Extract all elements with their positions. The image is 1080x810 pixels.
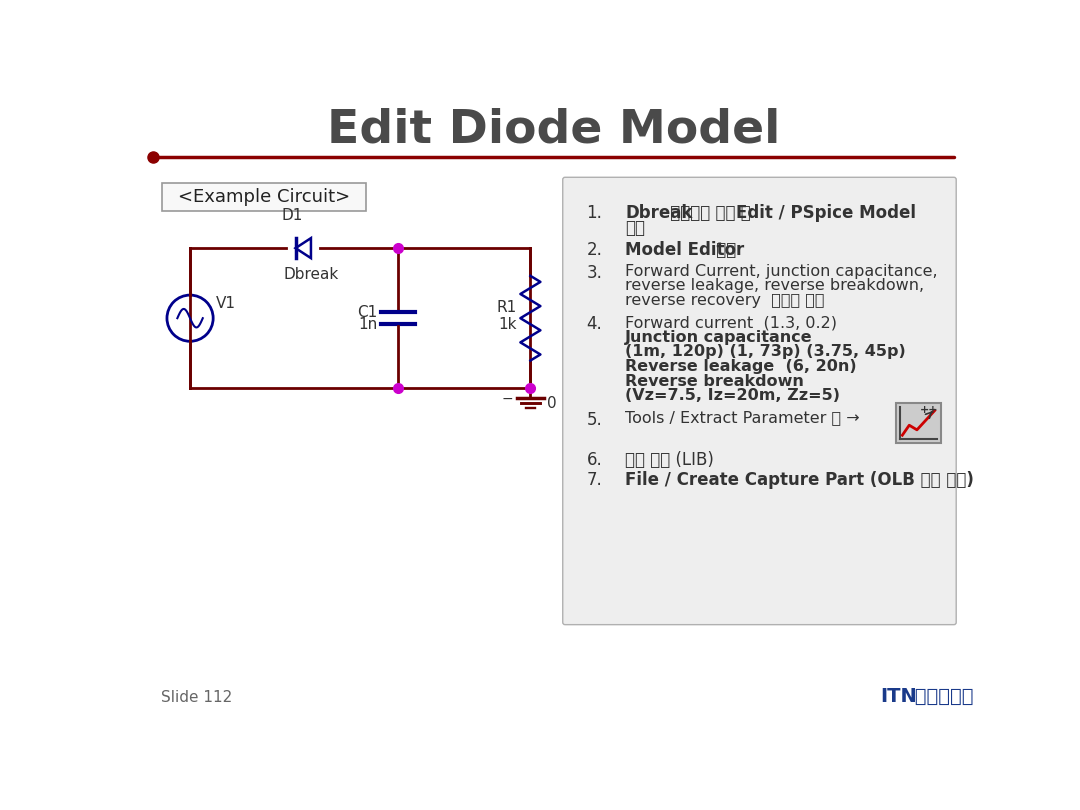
Text: 3.: 3. bbox=[586, 263, 603, 282]
Text: 7.: 7. bbox=[586, 471, 603, 489]
Text: Forward current  (1.3, 0.2): Forward current (1.3, 0.2) bbox=[625, 315, 837, 330]
Text: R1: R1 bbox=[497, 300, 516, 315]
Text: (1m, 120p) (1, 73p) (3.75, 45p): (1m, 120p) (1, 73p) (3.75, 45p) bbox=[625, 344, 906, 360]
Text: D1: D1 bbox=[281, 208, 302, 224]
FancyBboxPatch shape bbox=[563, 177, 956, 625]
Text: 6.: 6. bbox=[586, 451, 603, 470]
FancyBboxPatch shape bbox=[896, 403, 941, 443]
Text: Edit / PSpice Model: Edit / PSpice Model bbox=[735, 204, 916, 222]
Text: 1k: 1k bbox=[498, 317, 516, 332]
Text: (Vz=7.5, Iz=20m, Zz=5): (Vz=7.5, Iz=20m, Zz=5) bbox=[625, 388, 840, 403]
Text: 5.: 5. bbox=[586, 411, 603, 428]
Text: Model Editor: Model Editor bbox=[625, 241, 744, 259]
Text: −: − bbox=[502, 392, 513, 406]
Text: ㈜아이티앤: ㈜아이티앤 bbox=[907, 687, 973, 706]
Text: Tools / Extract Parameter 및 →: Tools / Extract Parameter 및 → bbox=[625, 411, 860, 425]
Text: 클릭: 클릭 bbox=[625, 219, 645, 237]
Text: Slide 112: Slide 112 bbox=[161, 690, 232, 706]
Text: ++: ++ bbox=[920, 405, 939, 416]
Polygon shape bbox=[296, 238, 311, 258]
Text: Reverse breakdown: Reverse breakdown bbox=[625, 373, 804, 389]
Text: 1.: 1. bbox=[586, 204, 603, 222]
Text: V1: V1 bbox=[216, 296, 237, 311]
Text: Reverse leakage  (6, 20n): Reverse leakage (6, 20n) bbox=[625, 359, 856, 374]
Text: 4.: 4. bbox=[586, 315, 603, 333]
Text: Dbreak: Dbreak bbox=[283, 267, 338, 283]
Text: 1n: 1n bbox=[357, 317, 377, 332]
Text: C1: C1 bbox=[356, 305, 377, 319]
Text: 실행: 실행 bbox=[712, 241, 737, 259]
Text: 파일 저장 (LIB): 파일 저장 (LIB) bbox=[625, 451, 714, 470]
Text: Dbreak: Dbreak bbox=[625, 204, 692, 222]
Text: 2.: 2. bbox=[586, 241, 603, 259]
Text: reverse recovery  테이블 작성: reverse recovery 테이블 작성 bbox=[625, 292, 825, 308]
Text: 0: 0 bbox=[548, 396, 557, 411]
FancyBboxPatch shape bbox=[162, 183, 366, 211]
Text: File / Create Capture Part (OLB 파일 생성): File / Create Capture Part (OLB 파일 생성) bbox=[625, 471, 974, 489]
Text: ITN: ITN bbox=[881, 687, 918, 706]
Text: Forward Current, junction capacitance,: Forward Current, junction capacitance, bbox=[625, 263, 937, 279]
Text: Edit Diode Model: Edit Diode Model bbox=[327, 107, 780, 152]
Text: reverse leakage, reverse breakdown,: reverse leakage, reverse breakdown, bbox=[625, 278, 924, 293]
Text: <Example Circuit>: <Example Circuit> bbox=[178, 188, 350, 207]
Text: Junction capacitance: Junction capacitance bbox=[625, 330, 813, 345]
Text: 다이오드 선택 후: 다이오드 선택 후 bbox=[665, 204, 756, 222]
